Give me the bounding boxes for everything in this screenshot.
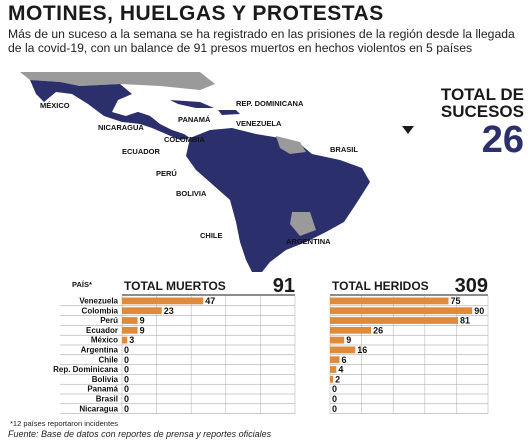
heridos-chart: TOTAL HERIDOS309759081269166420000204060… xyxy=(329,278,489,414)
map-label-chile: CHILE xyxy=(200,231,223,240)
map-label-nicaragua: NICARAGUA xyxy=(98,123,144,132)
total-sucesos-value: 26 xyxy=(481,119,524,161)
map-label-rep-dominicana: REP. DOMINICANA xyxy=(236,99,304,108)
heridos-value-label-3: 26 xyxy=(373,325,383,335)
heridos-value-label-8: 2 xyxy=(335,374,340,384)
heridos-value-label-2: 81 xyxy=(460,316,470,326)
heridos-bar-6 xyxy=(330,356,340,364)
map-label-brasil: BRASIL xyxy=(330,145,358,154)
heridos-bar-7 xyxy=(330,366,337,373)
muertos-category-label-3: Ecuador xyxy=(86,326,118,335)
map-label-mexico: MÉXICO xyxy=(40,101,70,110)
map-label-bolivia: BOLIVIA xyxy=(176,189,207,198)
mexico-shape xyxy=(30,80,150,124)
muertos-value-label-2: 9 xyxy=(140,316,145,326)
muertos-value-label-1: 23 xyxy=(164,306,174,316)
map-label-peru: PERÚ xyxy=(156,169,177,178)
muertos-category-label-7: Rep. Dominicana xyxy=(53,365,118,374)
heridos-bar-1 xyxy=(330,307,473,315)
muertos-category-label-8: Bolivia xyxy=(92,375,119,384)
muertos-chart: TOTAL MUERTOS 91 Venezuela 47 Colombia 23 Perú… xyxy=(53,278,296,414)
muertos-value-label-3: 9 xyxy=(140,325,145,335)
country-column-header: PAÍS* xyxy=(72,280,92,289)
map-label-ecuador: ECUADOR xyxy=(122,147,161,156)
total-sucesos-box: TOTAL DE SUCESOS 26 xyxy=(394,86,524,160)
muertos-category-label-11: Nicaragua xyxy=(79,404,118,413)
muertos-value-label-0: 47 xyxy=(205,296,215,306)
heridos-value-label-1: 90 xyxy=(474,306,484,316)
muertos-bar-2 xyxy=(122,317,138,324)
page-title: MOTINES, HUELGAS Y PROTESTAS xyxy=(8,2,384,25)
muertos-category-label-4: México xyxy=(91,336,118,345)
central-america-shape xyxy=(126,112,190,140)
source-note: Fuente: Base de datos con reportes de pr… xyxy=(8,429,272,439)
latin-america-map: MÉXICO REP. DOMINICANA PANAMÁ NICARAGUA … xyxy=(20,72,370,272)
map-label-colombia: COLOMBIA xyxy=(164,135,205,144)
total-sucesos-label: TOTAL DE SUCESOS xyxy=(440,85,524,121)
triangle-down-icon xyxy=(402,126,414,134)
muertos-chart-title: TOTAL MUERTOS xyxy=(124,279,226,293)
heridos-bar-4 xyxy=(330,336,345,344)
cuba-shape xyxy=(170,100,214,108)
heridos-value-label-11: 0 xyxy=(332,404,337,414)
heridos-chart-title: TOTAL HERIDOS xyxy=(332,279,429,293)
heridos-chart-total: 309 xyxy=(455,278,488,297)
muertos-category-label-9: Panamá xyxy=(87,385,118,394)
muertos-value-label-7: 0 xyxy=(124,365,129,375)
muertos-category-label-2: Perú xyxy=(100,316,118,325)
paraguay-uruguay-shape xyxy=(290,212,316,236)
heridos-bar-5 xyxy=(330,346,356,354)
muertos-category-label-5: Argentina xyxy=(81,346,119,355)
map-label-argentina: ARGENTINA xyxy=(286,237,331,246)
muertos-value-label-10: 0 xyxy=(124,394,129,404)
footnote: *12 países reportaron incidentes xyxy=(10,419,118,428)
muertos-category-label-1: Colombia xyxy=(82,306,119,315)
muertos-category-label-10: Brasil xyxy=(96,395,118,404)
muertos-category-label-6: Chile xyxy=(98,355,118,364)
heridos-value-label-10: 0 xyxy=(332,394,337,404)
heridos-bar-3 xyxy=(330,326,372,334)
heridos-value-label-5: 16 xyxy=(357,345,367,355)
page-subtitle: Más de un suceso a la semana se ha regis… xyxy=(8,27,515,55)
guyanas-shape xyxy=(276,136,306,154)
heridos-bar-8 xyxy=(330,375,334,383)
muertos-category-label-0: Venezuela xyxy=(79,297,118,306)
south-america-shape xyxy=(186,128,370,272)
heridos-value-label-6: 6 xyxy=(341,355,346,365)
muertos-bar-0 xyxy=(122,297,204,305)
heridos-value-label-0: 75 xyxy=(451,296,461,306)
map-label-venezuela: VENEZUELA xyxy=(236,119,282,128)
muertos-value-label-8: 0 xyxy=(124,374,129,384)
heridos-value-label-9: 0 xyxy=(332,384,337,394)
heridos-bar-2 xyxy=(330,317,458,324)
muertos-bar-3 xyxy=(122,326,138,334)
heridos-value-label-4: 9 xyxy=(346,335,351,345)
north-america-shape xyxy=(20,72,215,90)
muertos-value-label-11: 0 xyxy=(124,404,129,414)
muertos-value-label-6: 0 xyxy=(124,355,129,365)
map-label-panama: PANAMÁ xyxy=(178,115,211,124)
muertos-chart-total: 91 xyxy=(273,278,295,297)
muertos-bar-1 xyxy=(122,307,162,315)
muertos-bar-4 xyxy=(122,336,128,344)
muertos-value-label-4: 3 xyxy=(129,335,134,345)
heridos-value-label-7: 4 xyxy=(338,365,343,375)
muertos-value-label-9: 0 xyxy=(124,384,129,394)
heridos-bar-0 xyxy=(330,297,449,305)
hispaniola-shape xyxy=(218,110,240,115)
muertos-value-label-5: 0 xyxy=(124,345,129,355)
